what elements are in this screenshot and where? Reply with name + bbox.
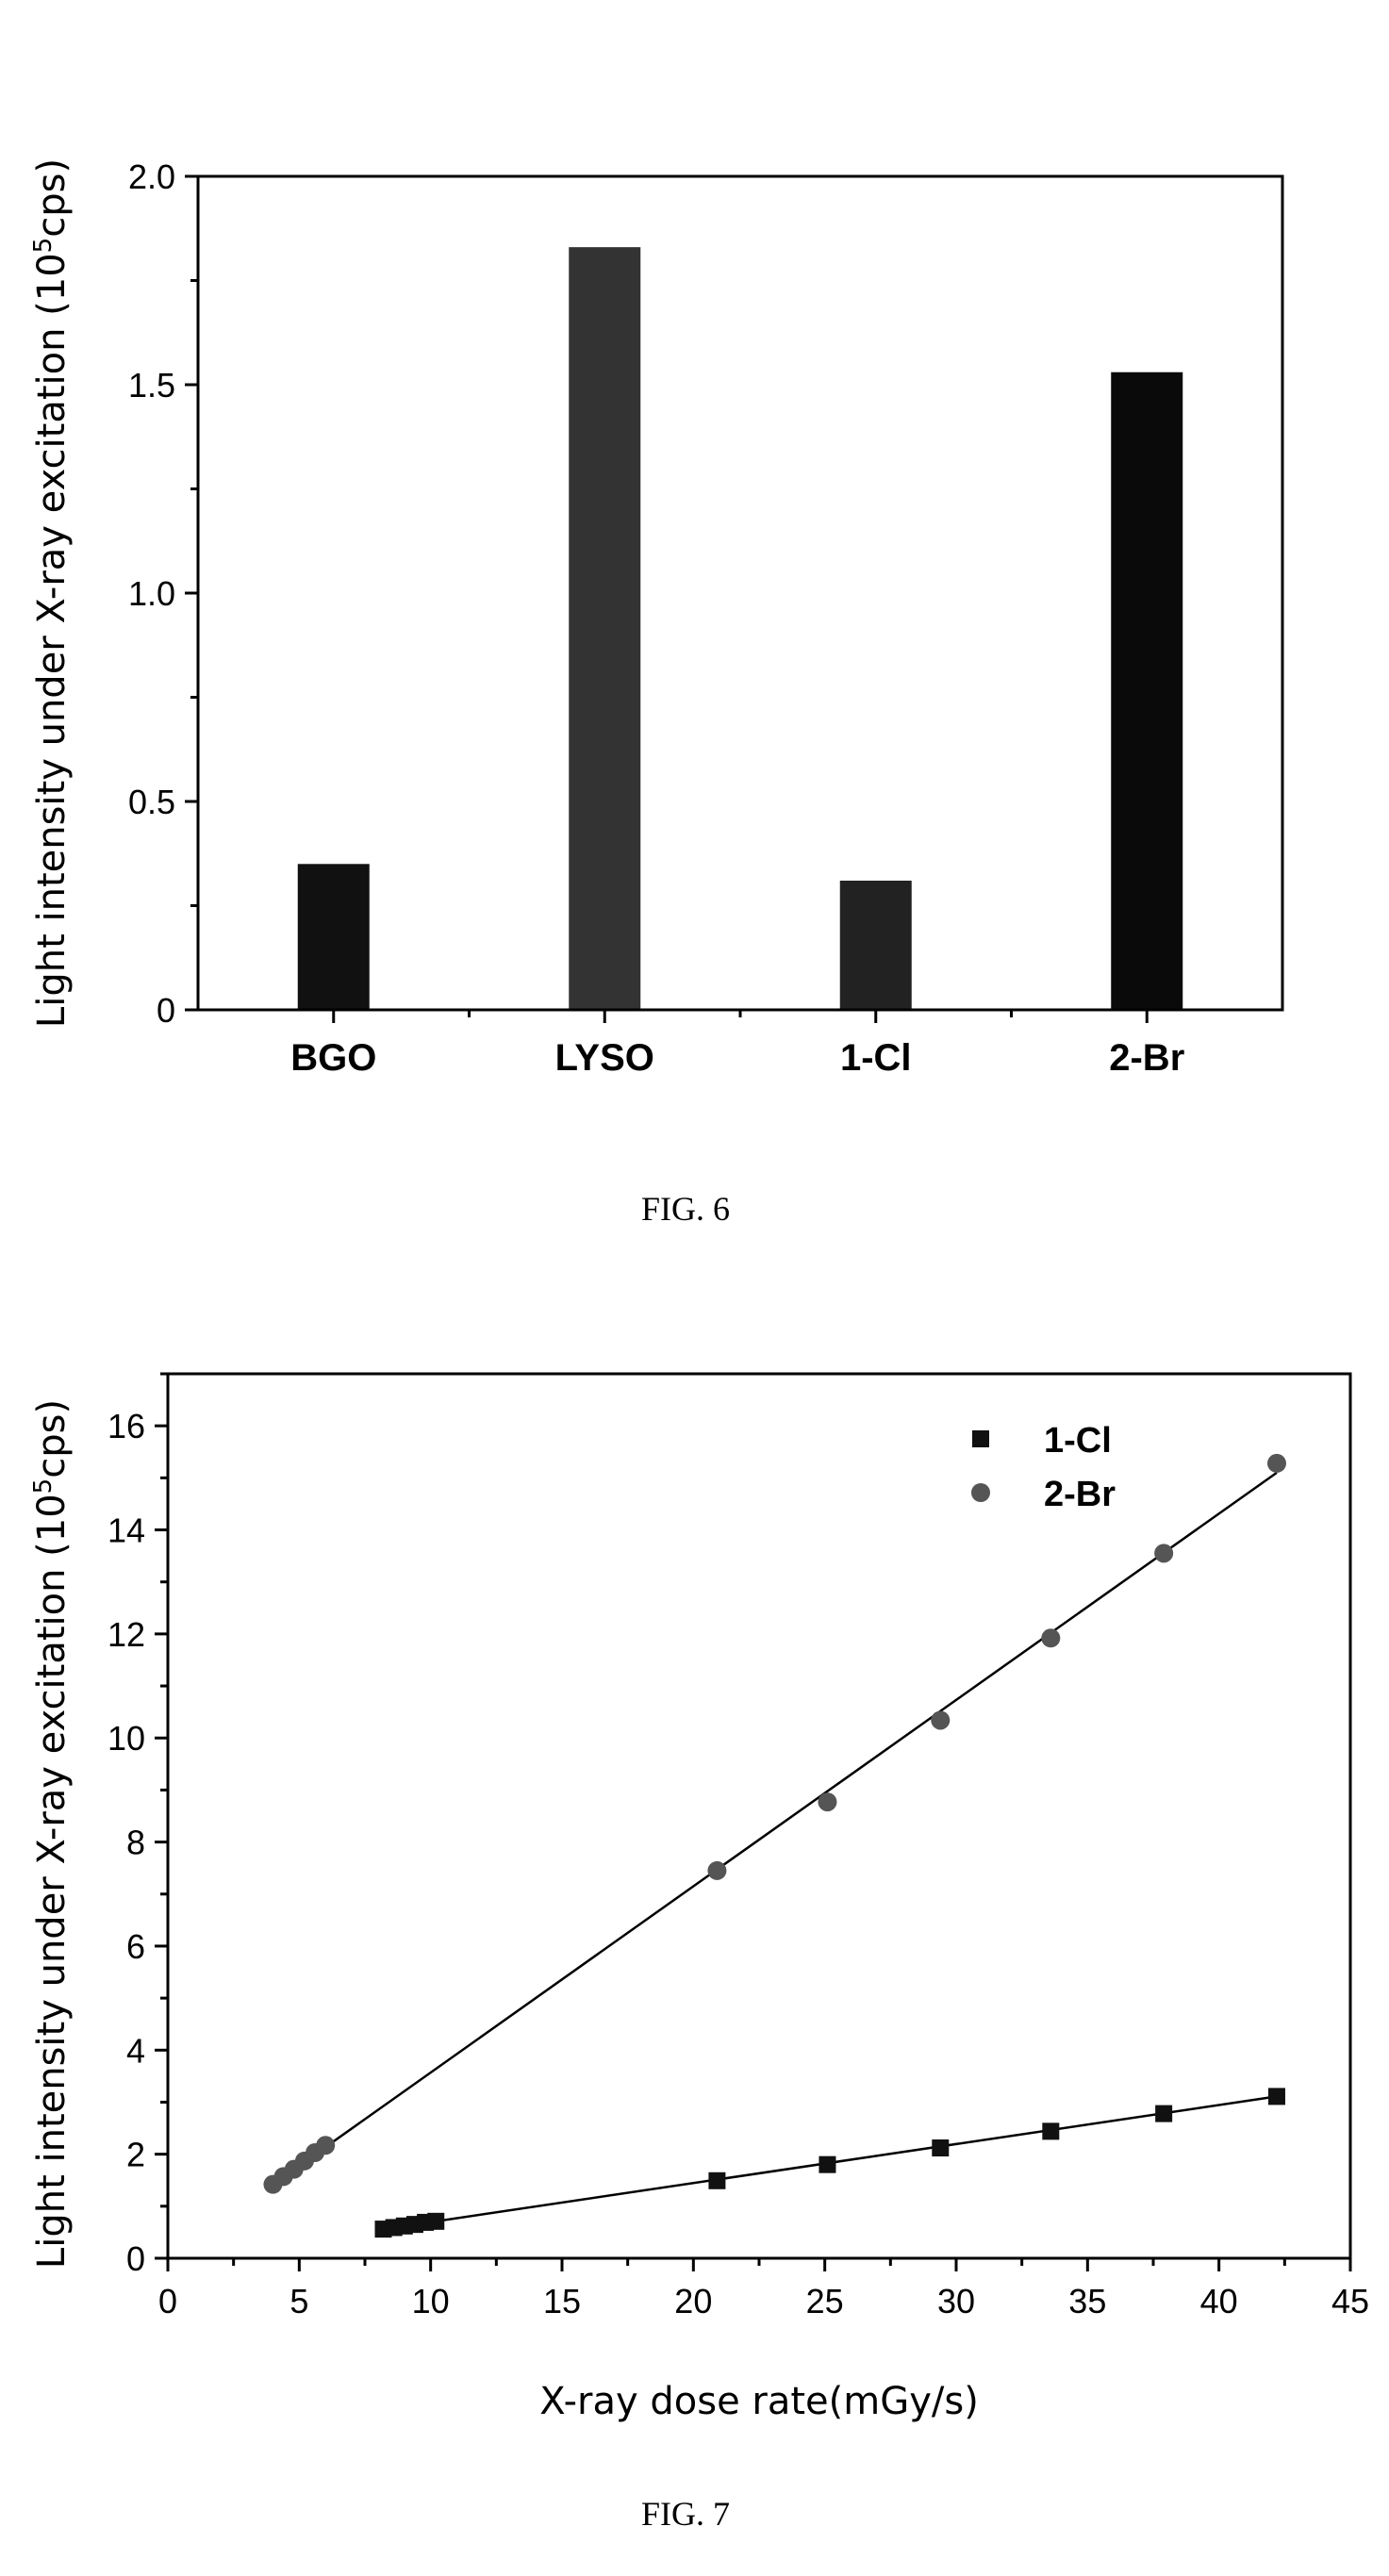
fig7-plot-frame (166, 1372, 1352, 2260)
fig6-y-tick-label: 2.0 (128, 157, 175, 196)
fig7-y-tick-label: 0 (126, 2239, 145, 2278)
point-2-br (1041, 1628, 1061, 1648)
fig7-y-ticks: 0 2 4 6 8 10 12 14 16 (107, 1372, 168, 2278)
fig7-y-tick-label: 12 (107, 1615, 145, 1654)
fig7-x-tick-label: 0 (158, 2282, 177, 2320)
fig7-y-tick-label: 8 (126, 1824, 145, 1862)
fig7-x-tick-label: 30 (937, 2282, 975, 2320)
fig7-y-tick-label: 2 (126, 2136, 145, 2174)
fig7-y-axis-title: Light intensity under X-ray excitation (… (29, 1399, 74, 2269)
fig7-x-tick-label: 45 (1331, 2282, 1369, 2320)
point-1-cl (932, 2139, 950, 2157)
fig6-bar-2-br (1111, 372, 1183, 1010)
fig6-y-tick-label: 1.5 (128, 366, 175, 405)
fig7-x-axis-title: X-ray dose rate(mGy/s) (539, 2380, 979, 2423)
fig6-bars (297, 247, 1183, 1010)
fig7-y-tick-label: 10 (107, 1719, 145, 1758)
fig7-x-tick-label: 25 (806, 2282, 844, 2320)
point-2-br (1266, 1453, 1286, 1473)
fig6-y-tick-label: 0 (157, 991, 175, 1030)
point-1-cl (708, 2171, 726, 2189)
fig6-bar-chart: 0 0.5 1.0 1.5 2.0 BGO LYSO 1-Cl 2-Br Light inte… (29, 157, 1284, 1228)
fig6-x-tick-label: 1-Cl (840, 1037, 912, 1079)
fig6-x-ticks: BGO LYSO 1-Cl 2-Br (290, 1010, 1184, 1079)
point-2-br (1154, 1544, 1174, 1563)
fig6-y-tick-label: 1.0 (128, 574, 175, 613)
fig7-y-tick-label: 14 (107, 1511, 145, 1550)
fig7-y-tick-label: 4 (126, 2031, 145, 2070)
fig6-x-tick-label: BGO (290, 1037, 376, 1079)
fig7-fit-lines (272, 1471, 1278, 2231)
fig7-x-tick-label: 40 (1200, 2282, 1238, 2320)
fig7-x-tick-label: 15 (543, 2282, 581, 2320)
fig6-bar-bgo (297, 864, 370, 1010)
point-2-br (707, 1860, 727, 1880)
legend-marker-1cl (972, 1430, 989, 1447)
fig7-scatter-chart: 0 2 4 6 8 10 12 14 16 0 5 10 15 20 25 30 35 40 45 1-Cl 2-… (29, 1372, 1369, 2533)
point-1-cl (1042, 2122, 1060, 2140)
fig6-x-tick-label: LYSO (555, 1037, 654, 1079)
fig7-points (263, 1453, 1286, 2238)
fig6-bar-lyso (569, 247, 641, 1010)
point-2-br (316, 2136, 336, 2155)
fig7-x-ticks: 0 5 10 15 20 25 30 35 40 45 (158, 2258, 1369, 2320)
legend-label-1cl: 1-Cl (1044, 1421, 1112, 1461)
fit-line-2-br (272, 1471, 1278, 2186)
fig7-x-tick-label: 5 (289, 2282, 308, 2320)
fig7-y-tick-label: 6 (126, 1927, 145, 1966)
legend-label-2br: 2-Br (1044, 1475, 1116, 1514)
point-1-cl (1267, 2088, 1285, 2105)
fig6-x-tick-label: 2-Br (1109, 1037, 1184, 1079)
fig6-caption: FIG. 6 (641, 1190, 730, 1228)
fig6-y-tick-label: 0.5 (128, 783, 175, 821)
fig6-y-ticks: 0 0.5 1.0 1.5 2.0 (128, 157, 198, 1030)
point-1-cl (819, 2155, 836, 2173)
point-2-br (931, 1710, 951, 1730)
point-2-br (818, 1792, 837, 1812)
fig7-legend: 1-Cl 2-Br (971, 1421, 1116, 1514)
fig7-y-tick-label: 16 (107, 1407, 145, 1445)
point-1-cl (427, 2212, 445, 2230)
fig7-x-tick-label: 10 (412, 2282, 450, 2320)
fig7-caption: FIG. 7 (641, 2495, 730, 2533)
legend-marker-2br (971, 1483, 990, 1502)
fig7-x-tick-label: 35 (1068, 2282, 1106, 2320)
point-1-cl (1155, 2105, 1173, 2122)
fig6-y-axis-title: Light intensity under X-ray excitation (… (29, 158, 74, 1028)
fig6-bar-1-cl (839, 880, 912, 1010)
fig7-x-tick-label: 20 (674, 2282, 712, 2320)
